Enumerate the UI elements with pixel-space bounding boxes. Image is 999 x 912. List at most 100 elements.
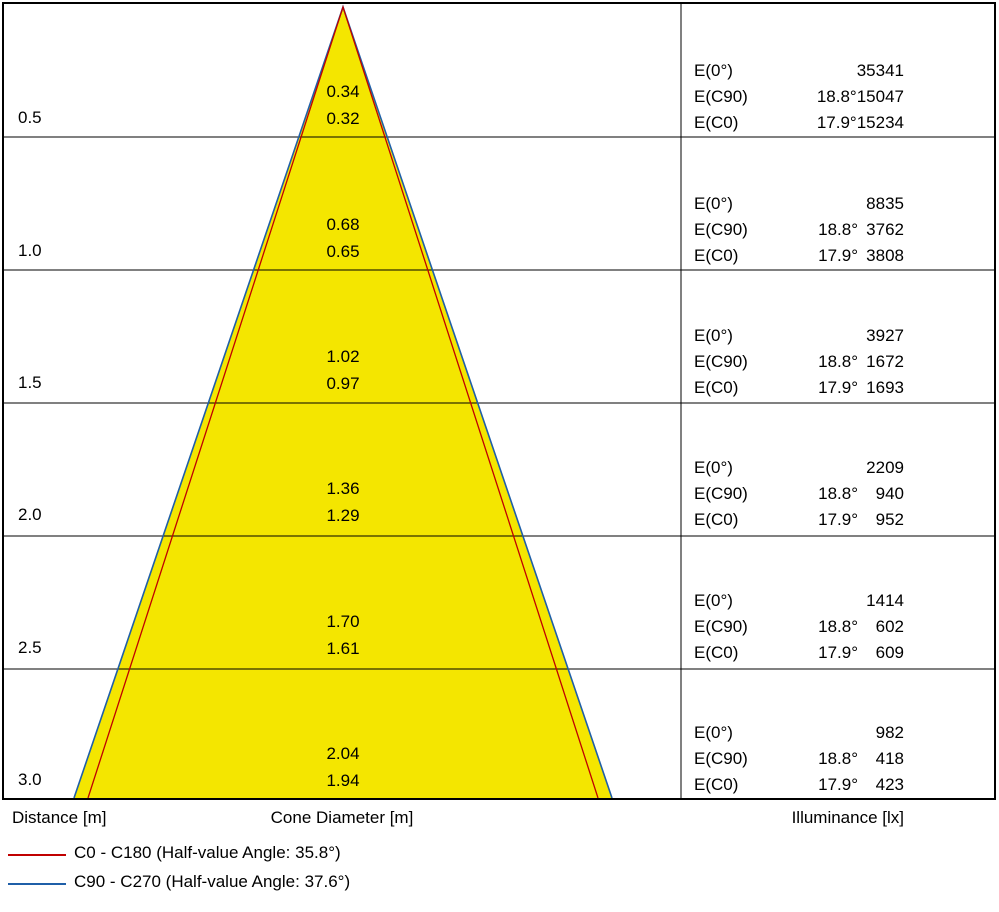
- illuminance-row: E(C90) 18.8° 15047: [694, 84, 904, 110]
- cone-diameter-c0: 0.65: [326, 242, 360, 261]
- distance-label: 2.0: [18, 505, 42, 524]
- ec90-label: E(C90): [694, 87, 748, 106]
- cone-diameter-c90: 1.36: [326, 479, 360, 498]
- e0-angle: [758, 191, 858, 217]
- illuminance-row: E(C90) 18.8° 418: [694, 746, 904, 772]
- e0-label: E(0°): [694, 458, 733, 477]
- ec90-angle: 18.8°: [818, 220, 858, 239]
- illuminance-block: E(0°) 8835 E(C90) 18.8° 3762 E(C0) 17.9°…: [694, 191, 904, 269]
- ec90-angle: 18.8°: [818, 617, 858, 636]
- illuminance-row: E(C90) 18.8° 3762: [694, 217, 904, 243]
- ec90-label: E(C90): [694, 484, 748, 503]
- ec0-angle: 17.9°: [818, 775, 858, 794]
- cone-diameter-axis-label: Cone Diameter [m]: [270, 808, 414, 827]
- distance-label: 1.0: [18, 241, 42, 260]
- ec0-angle: 17.9°: [818, 246, 858, 265]
- e0-value: 982: [875, 723, 904, 742]
- ec0-value: 423: [875, 775, 904, 794]
- illuminance-row: E(0°) 982: [694, 720, 904, 746]
- e0-angle: [758, 588, 858, 614]
- cone-diameter-c0: 0.32: [326, 109, 360, 128]
- illuminance-row: E(0°) 35341: [694, 58, 904, 84]
- e0-label: E(0°): [694, 326, 733, 345]
- illuminance-axis-label: Illuminance [lx]: [791, 808, 904, 827]
- illuminance-row: E(C0) 17.9° 423: [694, 772, 904, 798]
- ec90-angle: 18.8°: [816, 87, 857, 106]
- ec90-angle: 18.8°: [818, 749, 858, 768]
- ec90-value: 3762: [866, 220, 904, 239]
- ec90-label: E(C90): [694, 617, 748, 636]
- illuminance-block: E(0°) 1414 E(C90) 18.8° 602 E(C0) 17.9° …: [694, 588, 904, 666]
- distance-axis-label: Distance [m]: [12, 808, 107, 827]
- distance-label: 3.0: [18, 770, 42, 789]
- e0-label: E(0°): [694, 723, 733, 742]
- ec0-label: E(C0): [694, 378, 739, 397]
- ec90-angle: 18.8°: [818, 352, 858, 371]
- e0-angle: [758, 323, 858, 349]
- cone-diameter-c0: 1.29: [326, 506, 360, 525]
- illuminance-block: E(0°) 35341 E(C90) 18.8° 15047 E(C0) 17.…: [694, 58, 904, 136]
- cone-diameter-c90: 1.70: [326, 612, 360, 631]
- cone-svg: [4, 4, 994, 798]
- e0-label: E(0°): [694, 194, 733, 213]
- ec0-angle: 17.9°: [818, 643, 858, 662]
- e0-value: 3927: [866, 326, 904, 345]
- distance-label: 0.5: [18, 108, 42, 127]
- c0-c180-outline: [87, 4, 599, 798]
- legend-label-c0: C0 - C180 (Half-value Angle: 35.8°): [74, 843, 341, 862]
- illuminance-row: E(C0) 17.9° 15234: [694, 110, 904, 136]
- illuminance-row: E(C0) 17.9° 1693: [694, 375, 904, 401]
- ec90-label: E(C90): [694, 220, 748, 239]
- ec90-value: 418: [875, 749, 904, 768]
- ec90-angle: 18.8°: [818, 484, 858, 503]
- ec0-label: E(C0): [694, 643, 739, 662]
- e0-angle: [758, 58, 857, 84]
- ec0-value: 15234: [856, 113, 904, 132]
- illuminance-row: E(C90) 18.8° 940: [694, 481, 904, 507]
- illuminance-row: E(C90) 18.8° 1672: [694, 349, 904, 375]
- illuminance-block: E(0°) 2209 E(C90) 18.8° 940 E(C0) 17.9° …: [694, 455, 904, 533]
- legend-line-c0-icon: [8, 854, 66, 856]
- ec90-value: 602: [875, 617, 904, 636]
- cone-diameter-c90: 1.02: [326, 347, 360, 366]
- cone-diameter-c0: 0.97: [326, 374, 360, 393]
- ec0-value: 952: [875, 510, 904, 529]
- illuminance-row: E(C0) 17.9° 3808: [694, 243, 904, 269]
- ec0-value: 609: [875, 643, 904, 662]
- ec0-label: E(C0): [694, 510, 739, 529]
- e0-angle: [758, 455, 858, 481]
- cone-diameter-c90: 0.68: [326, 215, 360, 234]
- ec0-angle: 17.9°: [816, 113, 857, 132]
- ec0-label: E(C0): [694, 113, 739, 132]
- ec0-value: 3808: [866, 246, 904, 265]
- cone-chart: 0.5 0.34 0.32 E(0°) 35341 E(C90) 18.8° 1…: [2, 2, 996, 800]
- legend-line-c90-icon: [8, 883, 66, 885]
- legend-label-c90: C90 - C270 (Half-value Angle: 37.6°): [74, 872, 351, 891]
- e0-value: 35341: [856, 61, 904, 80]
- illuminance-row: E(0°) 8835: [694, 191, 904, 217]
- illuminance-row: E(0°) 1414: [694, 588, 904, 614]
- illuminance-row: E(0°) 2209: [694, 455, 904, 481]
- ec0-label: E(C0): [694, 246, 739, 265]
- illuminance-row: E(0°) 3927: [694, 323, 904, 349]
- illuminance-block: E(0°) 3927 E(C90) 18.8° 1672 E(C0) 17.9°…: [694, 323, 904, 401]
- distance-label: 1.5: [18, 373, 42, 392]
- e0-value: 2209: [866, 458, 904, 477]
- distance-label: 2.5: [18, 638, 42, 657]
- cone-diameter-c0: 1.94: [326, 771, 360, 790]
- cone-diameter-c90: 2.04: [326, 744, 360, 763]
- cone-diameter-c0: 1.61: [326, 639, 360, 658]
- illuminance-row: E(C0) 17.9° 952: [694, 507, 904, 533]
- e0-angle: [758, 720, 858, 746]
- ec90-value: 15047: [856, 87, 904, 106]
- ec0-angle: 17.9°: [818, 378, 858, 397]
- illuminance-row: E(C0) 17.9° 609: [694, 640, 904, 666]
- ec90-value: 940: [875, 484, 904, 503]
- ec90-label: E(C90): [694, 749, 748, 768]
- ec90-value: 1672: [866, 352, 904, 371]
- illuminance-block: E(0°) 982 E(C90) 18.8° 418 E(C0) 17.9° 4…: [694, 720, 904, 798]
- e0-value: 8835: [866, 194, 904, 213]
- illuminance-row: E(C90) 18.8° 602: [694, 614, 904, 640]
- ec0-angle: 17.9°: [818, 510, 858, 529]
- e0-label: E(0°): [694, 591, 733, 610]
